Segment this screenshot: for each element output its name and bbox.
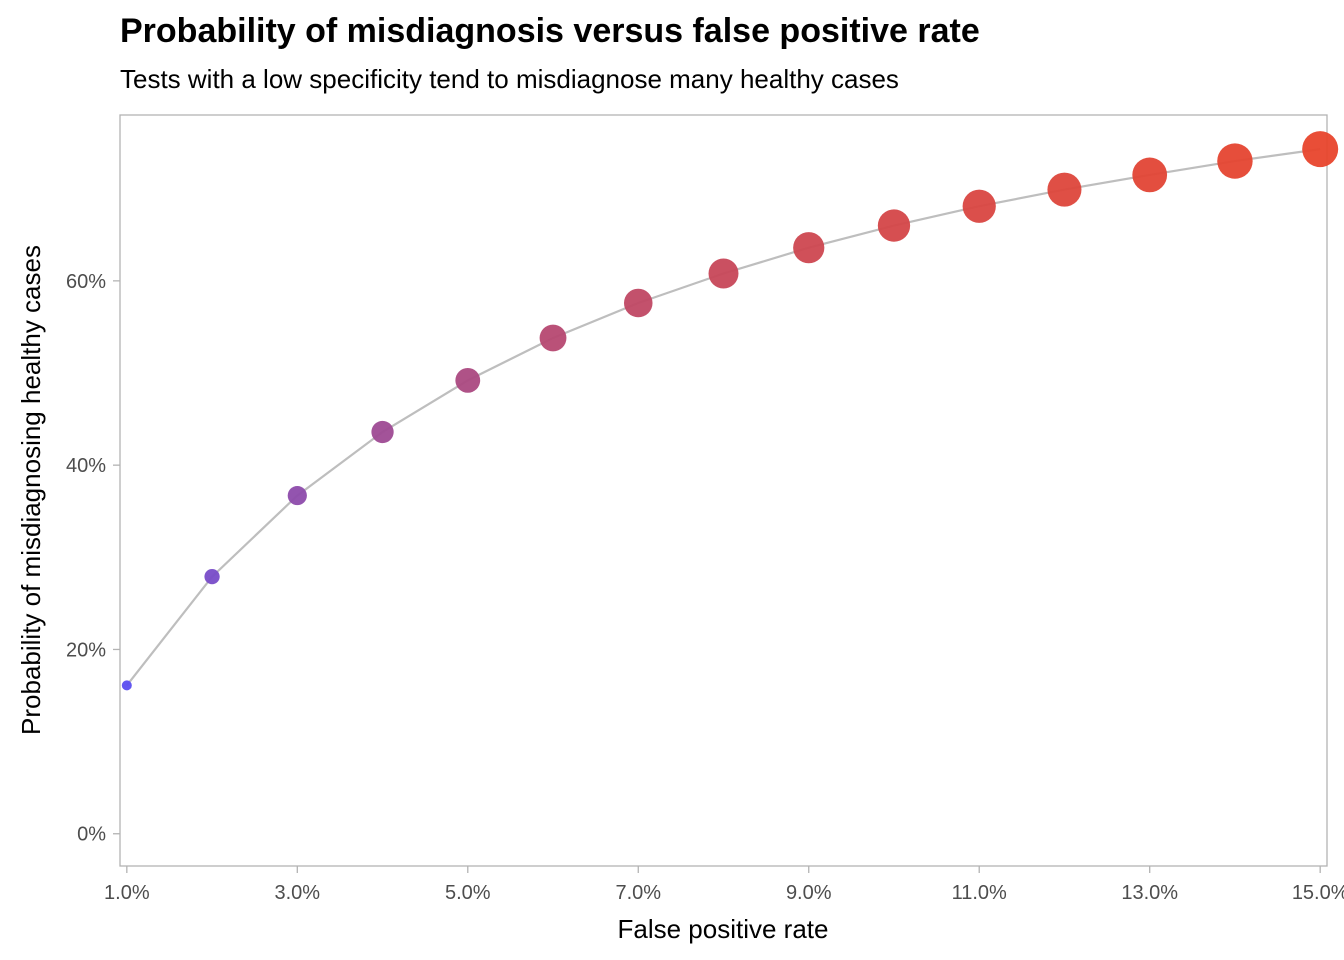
x-tick-label: 13.0% — [1121, 882, 1178, 904]
x-tick-label: 1.0% — [104, 882, 150, 904]
data-point — [204, 569, 220, 585]
x-tick-label: 7.0% — [615, 882, 661, 904]
data-point — [962, 189, 996, 223]
data-point — [1047, 172, 1082, 207]
data-point — [793, 232, 825, 264]
y-tick-label: 40% — [66, 455, 106, 477]
chart-subtitle: Tests with a low specificity tend to mis… — [120, 64, 899, 94]
data-point — [121, 680, 132, 691]
y-axis: 0% 20% 40% 60% — [66, 271, 120, 846]
data-point — [708, 258, 739, 289]
y-tick-label: 0% — [77, 824, 106, 846]
data-point — [287, 485, 307, 506]
y-tick-label: 20% — [66, 639, 106, 661]
data-point — [1302, 131, 1339, 168]
y-axis-title: Probability of misdiagnosing healthy cas… — [16, 245, 46, 735]
data-point — [1217, 143, 1253, 179]
plot-panel — [119, 114, 1328, 867]
x-tick-label: 3.0% — [275, 882, 321, 904]
data-point — [1132, 157, 1168, 193]
data-point — [623, 288, 653, 318]
data-points — [121, 131, 1339, 691]
data-point — [455, 367, 481, 393]
chart-title: Probability of misdiagnosis versus false… — [120, 12, 980, 50]
data-point — [539, 324, 567, 352]
data-point — [371, 420, 394, 444]
x-tick-label: 9.0% — [786, 882, 832, 904]
data-point — [877, 209, 911, 242]
x-axis-title: False positive rate — [618, 914, 829, 944]
x-tick-label: 15.0% — [1292, 882, 1344, 904]
x-axis: 1.0% 3.0% 5.0% 7.0% 9.0% 11.0% 13.0% 15.0% — [104, 866, 1344, 904]
x-tick-label: 11.0% — [952, 882, 1007, 904]
y-tick-label: 60% — [66, 271, 106, 293]
x-tick-label: 5.0% — [445, 882, 491, 904]
